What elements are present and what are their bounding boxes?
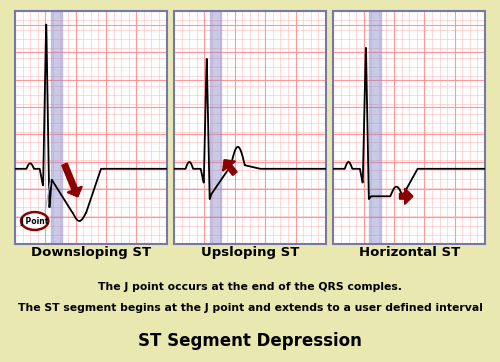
Bar [210,11,221,244]
Text: Upsloping ST: Upsloping ST [201,246,299,259]
Text: The J point occurs at the end of the QRS comples.: The J point occurs at the end of the QRS… [98,282,402,292]
Text: The ST segment begins at the J point and extends to a user defined interval: The ST segment begins at the J point and… [18,303,482,313]
Text: Horizontal ST: Horizontal ST [358,246,460,259]
Text: ST Segment Depression: ST Segment Depression [138,332,362,350]
Ellipse shape [21,212,48,230]
Bar [50,11,62,244]
Text: J Point: J Point [20,216,49,226]
Bar [369,11,381,244]
Text: Downsloping ST: Downsloping ST [31,246,151,259]
